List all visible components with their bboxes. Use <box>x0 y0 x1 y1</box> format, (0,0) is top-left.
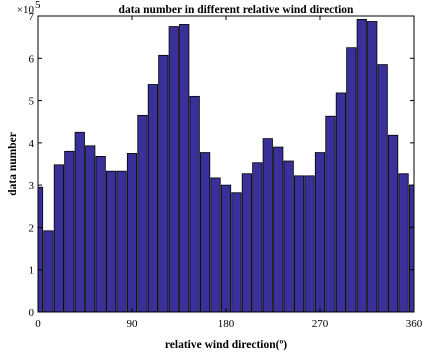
bar-80 <box>116 170 127 313</box>
bar-350 <box>398 173 409 313</box>
y-multiplier-exponent: 5 <box>35 0 41 11</box>
bar-10 <box>43 230 54 313</box>
bar-60 <box>95 155 106 313</box>
bar-260 <box>304 175 315 313</box>
bar-360 <box>408 184 415 313</box>
bar-90 <box>126 153 138 313</box>
bars-group <box>37 18 415 313</box>
y-tick-label: 6 <box>29 53 35 65</box>
bar-40 <box>74 131 85 313</box>
y-axis-title: data number <box>7 132 19 196</box>
x-tick-label: 180 <box>218 318 235 330</box>
bar-140 <box>179 24 190 313</box>
bar-30 <box>64 150 75 313</box>
bar-150 <box>189 95 200 313</box>
bar-310 <box>356 18 367 313</box>
bar-20 <box>53 164 64 313</box>
bar-270 <box>314 152 326 313</box>
y-tick-label: 3 <box>29 180 35 192</box>
x-tick-label: 360 <box>406 318 423 330</box>
y-tick-label: 1 <box>29 265 35 277</box>
bar-110 <box>147 84 158 313</box>
x-tick-label: 0 <box>35 318 41 330</box>
y-multiplier-base: ×10 <box>17 4 35 16</box>
chart-title: data number in different relative wind d… <box>119 4 355 16</box>
bar-100 <box>137 114 148 313</box>
bar-340 <box>388 134 399 313</box>
bar-240 <box>283 160 294 313</box>
y-tick-label: 0 <box>29 307 35 319</box>
bar-220 <box>262 138 273 313</box>
bar-50 <box>85 145 96 313</box>
bar-170 <box>210 177 221 313</box>
y-tick-label: 4 <box>29 138 35 150</box>
bar-330 <box>377 64 388 313</box>
bar-0 <box>37 186 44 313</box>
bar-230 <box>273 146 284 313</box>
bar-290 <box>335 92 346 313</box>
x-tick-label: 270 <box>312 318 329 330</box>
y-tick-label: 5 <box>29 96 35 108</box>
bar-300 <box>346 47 357 313</box>
bar-180 <box>220 184 232 313</box>
x-axis-title: relative wind direction(º) <box>165 339 287 351</box>
ticks-group: 0 90 180 270 360 0 1 2 3 4 5 6 7 <box>29 11 423 330</box>
bar-250 <box>294 175 305 313</box>
x-tick-label: 90 <box>127 318 139 330</box>
bar-200 <box>241 173 252 313</box>
bar-320 <box>367 21 378 313</box>
bar-210 <box>252 162 263 313</box>
bar-70 <box>106 170 117 313</box>
bar-130 <box>168 26 179 313</box>
bar-160 <box>200 152 211 313</box>
y-tick-label: 2 <box>29 222 35 234</box>
bar-120 <box>158 54 169 313</box>
bar-190 <box>231 192 242 313</box>
bar-280 <box>325 115 336 313</box>
y-tick-label: 7 <box>29 11 35 23</box>
